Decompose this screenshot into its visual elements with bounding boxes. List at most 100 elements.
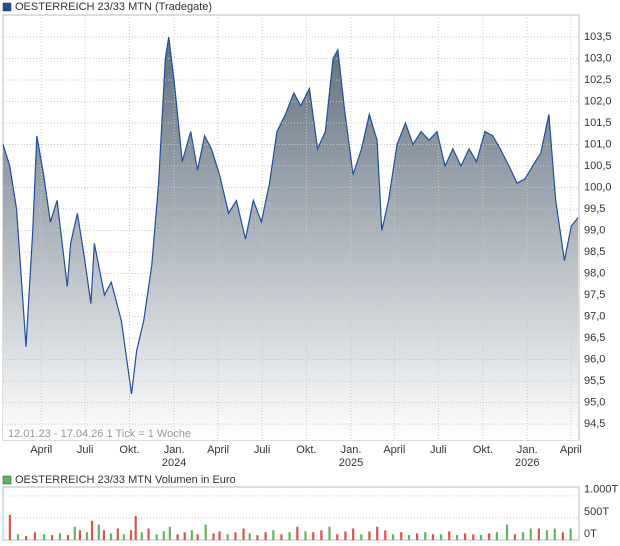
volume-bar: [116, 528, 119, 540]
volume-bar: [384, 530, 387, 540]
x-tick-label: April: [30, 444, 52, 456]
price-legend: OESTERREICH 23/33 MTN (Tradegate): [15, 1, 212, 13]
price-line: [2, 36, 579, 395]
volume-bar: [320, 530, 323, 540]
x-tick-label: Okt.: [119, 444, 139, 456]
y-tick-label: 99,0: [584, 224, 605, 236]
y-tick-label: 102,0: [584, 95, 612, 107]
y-tick-label: 103,5: [584, 31, 612, 43]
volume-bar: [400, 532, 403, 540]
volume-bar: [33, 532, 36, 540]
volume-bar: [360, 534, 363, 540]
plot-frame: [2, 486, 580, 541]
volume-bar: [288, 532, 291, 540]
volume-bar: [495, 532, 499, 540]
y-tick-label: 96,5: [584, 332, 605, 344]
volume-bar: [85, 532, 89, 540]
volume-bar: [264, 532, 267, 540]
y-tick-label: 94,5: [584, 418, 605, 430]
volume-bar: [521, 532, 525, 540]
volume-bar: [140, 532, 143, 540]
x-tick-year: 2025: [339, 457, 363, 469]
volume-bar: [344, 531, 347, 540]
x-tick-label: April: [560, 444, 582, 456]
legend-swatch: [2, 475, 12, 485]
volume-bar: [109, 533, 113, 540]
volume-bar: [464, 533, 467, 540]
volume-bar: [505, 524, 509, 540]
volume-bar: [415, 533, 419, 540]
y-tick-label: 101,5: [584, 117, 612, 129]
x-tick-label: Juli: [77, 444, 94, 456]
y-tick-label: 95,0: [584, 396, 605, 408]
volume-bar: [407, 535, 411, 540]
volume-bar: [440, 534, 443, 540]
volume-bar: [312, 532, 315, 540]
volume-bar: [134, 515, 137, 540]
x-tick-label: Okt.: [473, 444, 493, 456]
volume-bar: [218, 531, 221, 540]
volume-bar: [147, 528, 150, 540]
volume-bar: [256, 535, 259, 540]
y-tick-label: 95,5: [584, 375, 605, 387]
volume-bar: [513, 534, 516, 540]
volume-bar: [90, 520, 94, 540]
volume-bar: [176, 534, 179, 540]
y-tick-label: 98,0: [584, 267, 605, 279]
legend-swatch: [2, 2, 12, 12]
volume-bar: [102, 530, 105, 540]
volume-bar: [226, 534, 229, 540]
volume-bar: [537, 528, 540, 540]
volume-bar: [304, 531, 307, 540]
volume-bar: [242, 528, 245, 540]
volume-bar: [73, 526, 76, 540]
volume-bar: [97, 524, 100, 540]
y-tick-label: 99,5: [584, 203, 605, 215]
volume-bar: [529, 528, 532, 540]
volume-bar: [479, 535, 483, 540]
x-tick-year: 2024: [162, 457, 186, 469]
volume-bar: [545, 530, 549, 540]
x-tick-label: Juli: [254, 444, 271, 456]
y-tick-label: 102,5: [584, 74, 612, 86]
volume-bar: [24, 536, 28, 540]
volume-bar: [472, 534, 475, 540]
x-tick-label: Juli: [430, 444, 447, 456]
volume-bar: [455, 535, 459, 540]
x-tick-label: Jan.: [164, 444, 185, 456]
volume-bar: [168, 526, 171, 540]
volume-bar: [66, 535, 70, 540]
volume-legend: OESTERREICH 23/33 MTN Volumen in Euro: [15, 474, 236, 486]
volume-bar: [328, 526, 331, 540]
volume-bar: [352, 528, 355, 540]
x-tick-label: Jan.: [517, 444, 538, 456]
volume-bar: [8, 514, 11, 540]
volume-bar: [424, 532, 427, 540]
volume-bar: [183, 532, 186, 540]
volume-bar: [204, 524, 207, 540]
annotation: 12.01.23 - 17.04.26 1 Tick = 1 Woche: [8, 428, 191, 440]
y-tick-label: 500T: [584, 506, 609, 518]
volume-bar: [448, 531, 451, 540]
y-tick-label: 0T: [584, 528, 597, 540]
volume-bar: [122, 534, 125, 540]
y-tick-label: 97,5: [584, 289, 605, 301]
y-tick-label: 101,0: [584, 138, 612, 150]
volume-bar: [58, 533, 62, 540]
x-tick-year: 2026: [515, 457, 539, 469]
volume-bar: [234, 532, 237, 540]
volume-bar: [42, 534, 46, 540]
x-tick-label: April: [207, 444, 229, 456]
volume-bar: [431, 534, 435, 540]
volume-bar: [78, 530, 81, 540]
volume-bar: [129, 530, 133, 540]
y-tick-label: 96,0: [584, 353, 605, 365]
volume-bar: [296, 526, 299, 540]
volume-bar: [561, 532, 564, 540]
volume-bar: [280, 534, 283, 540]
volume-bar: [196, 534, 199, 540]
y-tick-label: 100,5: [584, 160, 612, 172]
x-tick-label: Okt.: [296, 444, 316, 456]
y-tick-label: 100,0: [584, 181, 612, 193]
